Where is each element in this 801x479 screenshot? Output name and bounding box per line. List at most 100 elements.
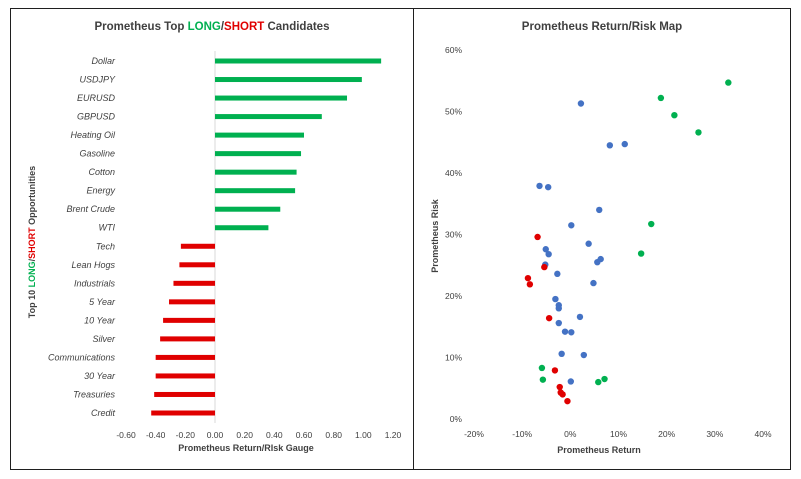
bar-wti: [215, 225, 269, 231]
bar-tech: [180, 243, 215, 249]
title-short-word: SHORT: [224, 21, 265, 33]
x-tick-label: 1.20: [385, 430, 402, 440]
title-part: Candidates: [264, 21, 330, 33]
x-tick-label: 0.40: [266, 430, 283, 440]
point-long: [538, 364, 546, 372]
category-label: Industrials: [74, 278, 116, 288]
bar-dollar: [215, 58, 382, 64]
point-neutral: [536, 182, 543, 190]
category-label: Lean Hogs: [71, 260, 115, 270]
point-neutral: [561, 328, 569, 335]
y-tick-label: 50%: [445, 107, 462, 117]
bar-chart-y-axis-label: Top 10 LONG/SHORT Opportunities: [27, 162, 37, 322]
point-neutral: [554, 270, 561, 278]
point-neutral: [580, 351, 588, 359]
ylabel-part: Opportunities: [27, 165, 37, 228]
scatter-chart-plot: 0% 10% 20% 30% 40% 50% 60% -20% -10% 0% 10% 20% 30% 4…: [445, 45, 772, 439]
x-tick-label: 0%: [564, 429, 577, 439]
bar-credit: [151, 410, 215, 416]
x-tick-label: -0.20: [176, 430, 196, 440]
ylabel-long-word: LONG: [27, 261, 37, 288]
long-short-bar-chart-panel: Prometheus Top LONG/SHORT Candidates Dol…: [10, 8, 414, 470]
bar-chart-plot: Dollar USDJPY EURUSD GBPUSD Heating Oil Gasol…: [48, 51, 402, 440]
point-long: [657, 94, 665, 102]
bar-5-year: [169, 299, 215, 305]
x-tick-label: -0.60: [116, 430, 136, 440]
x-tick-label: -10%: [512, 429, 532, 439]
x-tick-label: 20%: [658, 429, 675, 439]
point-neutral: [555, 305, 562, 312]
bar-brent-crude: [215, 206, 281, 212]
category-label: USDJPY: [79, 75, 116, 85]
y-tick-label: 0%: [450, 414, 463, 424]
bar-usdjpy: [215, 77, 362, 83]
point-neutral: [567, 378, 575, 385]
category-label: Communications: [48, 352, 116, 362]
category-label: Gasoline: [79, 149, 115, 159]
point-neutral: [552, 295, 559, 303]
category-label: EURUSD: [77, 93, 116, 103]
point-long: [539, 376, 547, 383]
y-tick-label: 10%: [445, 353, 462, 363]
point-long: [671, 111, 678, 119]
point-neutral: [568, 329, 575, 336]
bar-eurusd: [215, 95, 348, 101]
category-label: Dollar: [91, 56, 116, 66]
point-short: [556, 383, 563, 391]
point-neutral: [558, 350, 565, 358]
point-short: [526, 281, 534, 288]
point-neutral: [545, 250, 552, 258]
x-tick-label: -0.40: [146, 430, 166, 440]
title-slash: /: [220, 21, 225, 33]
bar-energy: [215, 188, 296, 194]
bar-chart-x-axis-label: Prometheus Return/RIsk Gauge: [178, 443, 314, 453]
point-neutral: [590, 279, 597, 287]
x-tick-label: 30%: [706, 429, 723, 439]
bar-lean-hogs: [179, 262, 215, 268]
category-label: Brent Crude: [66, 204, 115, 214]
bar-silver: [160, 336, 215, 342]
bar-10-year: [163, 317, 215, 323]
point-short: [564, 397, 571, 405]
bar-30-year: [155, 373, 215, 379]
scatter-y-axis-label: Prometheus Risk: [430, 199, 440, 273]
point-neutral: [594, 258, 601, 266]
point-long: [648, 220, 655, 228]
scatter-chart-title: Prometheus Return/Risk Map: [521, 21, 683, 33]
point-short: [545, 314, 553, 322]
y-tick-label: 60%: [445, 45, 462, 55]
point-short: [559, 391, 566, 398]
x-tick-label: 0.80: [325, 430, 342, 440]
bar-heating-oil: [215, 132, 304, 138]
bar-communications: [155, 354, 215, 360]
category-label: 30 Year: [84, 371, 116, 381]
category-label: Treasuries: [73, 389, 115, 399]
category-label: Energy: [86, 186, 115, 196]
point-short: [524, 274, 532, 282]
category-label: Cotton: [88, 167, 115, 177]
point-short: [541, 263, 548, 271]
bar-cotton: [215, 169, 297, 175]
bar-gbpusd: [215, 114, 322, 120]
bar-industrials: [173, 280, 215, 286]
category-label: Credit: [91, 408, 116, 418]
point-neutral: [596, 206, 603, 214]
x-tick-label: 0.20: [236, 430, 253, 440]
title-long-word: LONG: [187, 21, 221, 33]
point-short: [551, 367, 559, 374]
category-label: GBPUSD: [77, 112, 116, 122]
point-long: [601, 375, 608, 383]
point-long: [695, 129, 702, 136]
category-label: WTI: [99, 223, 116, 233]
return-risk-scatter-panel: Prometheus Return/Risk Map 0% 10% 20% 30% 40…: [413, 8, 791, 470]
y-tick-label: 20%: [445, 291, 462, 301]
y-tick-label: 40%: [445, 168, 462, 178]
y-tick-label: 30%: [445, 230, 462, 240]
point-neutral: [544, 183, 552, 191]
x-tick-label: 0.00: [207, 430, 224, 440]
x-tick-label: 10%: [610, 429, 627, 439]
category-label: Tech: [96, 241, 115, 251]
ylabel-slash: /: [27, 258, 37, 262]
point-neutral: [576, 313, 584, 321]
x-tick-label: -20%: [464, 429, 484, 439]
